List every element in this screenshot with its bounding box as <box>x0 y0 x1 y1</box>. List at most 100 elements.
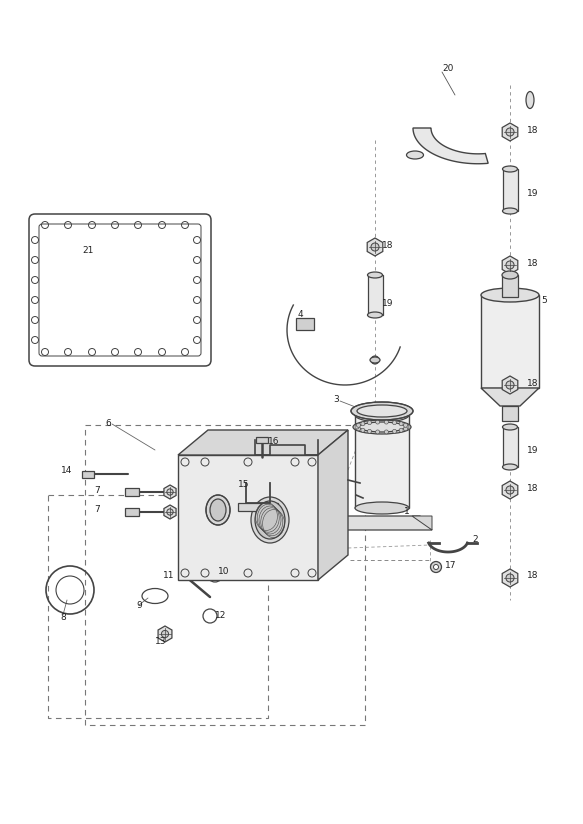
Polygon shape <box>413 128 488 164</box>
Text: 6: 6 <box>105 419 111 428</box>
Bar <box>503 427 518 467</box>
Circle shape <box>361 422 365 426</box>
Bar <box>238 503 278 511</box>
FancyBboxPatch shape <box>39 224 201 356</box>
Polygon shape <box>332 516 432 530</box>
Ellipse shape <box>503 166 518 172</box>
Circle shape <box>403 427 408 431</box>
Text: 11: 11 <box>163 572 174 580</box>
Bar <box>125 508 139 516</box>
Ellipse shape <box>353 420 411 434</box>
Circle shape <box>384 430 388 434</box>
Polygon shape <box>502 481 518 499</box>
Ellipse shape <box>370 357 380 363</box>
Bar <box>481 295 539 388</box>
Polygon shape <box>502 569 518 587</box>
Circle shape <box>355 425 359 429</box>
Ellipse shape <box>355 502 409 514</box>
Polygon shape <box>481 388 539 406</box>
Circle shape <box>371 356 379 364</box>
Ellipse shape <box>503 208 518 214</box>
Circle shape <box>371 243 379 251</box>
Polygon shape <box>164 485 176 499</box>
Text: 7: 7 <box>94 504 100 513</box>
Ellipse shape <box>367 272 382 278</box>
Text: 9: 9 <box>136 602 142 611</box>
Circle shape <box>167 509 173 515</box>
Text: 19: 19 <box>382 298 394 307</box>
Text: 4: 4 <box>298 310 304 319</box>
Ellipse shape <box>210 499 226 521</box>
Bar <box>503 169 518 211</box>
Circle shape <box>161 630 168 638</box>
Ellipse shape <box>359 422 405 432</box>
Text: 21: 21 <box>82 246 93 255</box>
Text: 19: 19 <box>527 189 539 198</box>
Circle shape <box>375 430 380 434</box>
Ellipse shape <box>351 402 413 420</box>
Text: 8: 8 <box>60 612 66 621</box>
Ellipse shape <box>526 91 534 109</box>
Polygon shape <box>502 123 518 141</box>
Polygon shape <box>178 430 348 455</box>
Text: 18: 18 <box>527 484 539 493</box>
Circle shape <box>506 486 514 494</box>
Text: 3: 3 <box>333 395 339 404</box>
Ellipse shape <box>503 424 518 430</box>
Circle shape <box>430 561 441 573</box>
Bar <box>502 275 518 297</box>
Bar <box>82 471 94 478</box>
Ellipse shape <box>367 312 382 318</box>
Text: 18: 18 <box>527 572 539 580</box>
Ellipse shape <box>357 405 407 417</box>
Circle shape <box>361 428 365 433</box>
Text: 18: 18 <box>527 125 539 134</box>
Circle shape <box>399 422 403 426</box>
Circle shape <box>392 421 396 424</box>
Text: 18: 18 <box>527 259 539 268</box>
Text: 12: 12 <box>215 611 226 620</box>
Text: 18: 18 <box>527 378 539 387</box>
Text: 5: 5 <box>541 296 547 305</box>
Ellipse shape <box>255 501 285 539</box>
Polygon shape <box>178 455 318 580</box>
Bar <box>256 437 268 443</box>
Ellipse shape <box>481 288 539 302</box>
Text: 7: 7 <box>94 485 100 494</box>
Text: 1: 1 <box>404 508 410 517</box>
Circle shape <box>357 427 360 431</box>
Circle shape <box>167 489 173 495</box>
Text: 13: 13 <box>155 636 167 645</box>
Circle shape <box>506 574 514 582</box>
Bar <box>296 318 314 330</box>
Circle shape <box>367 429 371 433</box>
Circle shape <box>392 429 396 433</box>
Bar <box>367 275 382 315</box>
Circle shape <box>434 564 438 569</box>
Circle shape <box>506 261 514 269</box>
Circle shape <box>384 420 388 424</box>
Polygon shape <box>502 256 518 274</box>
Text: 10: 10 <box>218 568 230 577</box>
Circle shape <box>399 428 403 433</box>
Bar <box>355 415 409 508</box>
Text: 15: 15 <box>238 480 250 489</box>
Bar <box>502 406 518 421</box>
Ellipse shape <box>406 151 423 159</box>
Polygon shape <box>158 626 172 642</box>
Ellipse shape <box>502 271 518 279</box>
Circle shape <box>403 424 408 428</box>
Circle shape <box>506 128 514 136</box>
Polygon shape <box>164 505 176 519</box>
Text: 2: 2 <box>472 535 477 544</box>
Text: 14: 14 <box>61 466 72 475</box>
Circle shape <box>375 420 380 424</box>
Text: 17: 17 <box>445 561 456 570</box>
Circle shape <box>506 381 514 389</box>
Polygon shape <box>412 516 432 530</box>
Ellipse shape <box>251 497 289 543</box>
Text: 19: 19 <box>527 446 539 455</box>
Ellipse shape <box>206 495 230 525</box>
Circle shape <box>405 425 409 429</box>
Text: 18: 18 <box>382 241 394 250</box>
